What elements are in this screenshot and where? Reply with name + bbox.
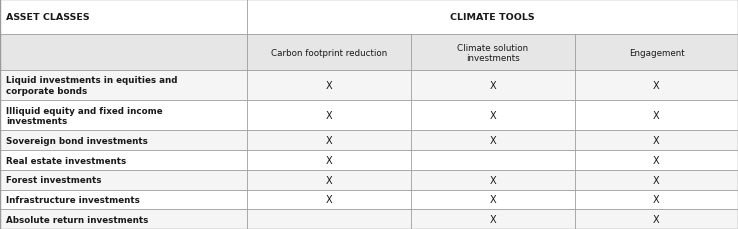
Text: X: X — [653, 111, 660, 121]
Text: Absolute return investments: Absolute return investments — [6, 215, 148, 224]
Bar — [411, 150, 575, 170]
Bar — [575, 209, 738, 229]
Bar — [575, 35, 738, 71]
Text: Illiquid equity and fixed income
investments: Illiquid equity and fixed income investm… — [6, 106, 162, 125]
Bar — [247, 209, 411, 229]
Bar — [411, 170, 575, 190]
Bar — [411, 71, 575, 101]
Bar — [0, 150, 247, 170]
Bar — [575, 190, 738, 209]
Bar — [411, 35, 575, 71]
Text: X: X — [490, 136, 496, 146]
Text: X: X — [326, 155, 332, 165]
Bar — [0, 131, 247, 150]
Bar — [247, 190, 411, 209]
Bar — [247, 0, 738, 35]
Bar — [247, 101, 411, 131]
Text: X: X — [490, 214, 496, 224]
Bar — [247, 150, 411, 170]
Bar — [575, 150, 738, 170]
Text: ASSET CLASSES: ASSET CLASSES — [6, 13, 89, 22]
Text: Liquid investments in equities and
corporate bonds: Liquid investments in equities and corpo… — [6, 76, 177, 95]
Text: X: X — [490, 195, 496, 204]
Text: X: X — [326, 136, 332, 146]
Text: Carbon footprint reduction: Carbon footprint reduction — [271, 49, 387, 57]
Text: X: X — [653, 195, 660, 204]
Text: X: X — [653, 155, 660, 165]
Bar — [247, 170, 411, 190]
Text: Climate solution
investments: Climate solution investments — [458, 43, 528, 63]
Bar — [0, 170, 247, 190]
Bar — [411, 101, 575, 131]
Text: X: X — [326, 175, 332, 185]
Text: X: X — [490, 81, 496, 91]
Bar — [411, 131, 575, 150]
Text: Sovereign bond investments: Sovereign bond investments — [6, 136, 148, 145]
Text: X: X — [490, 111, 496, 121]
Bar — [411, 209, 575, 229]
Bar — [0, 71, 247, 101]
Bar — [247, 131, 411, 150]
Text: X: X — [653, 214, 660, 224]
Bar — [0, 0, 247, 35]
Bar — [575, 71, 738, 101]
Text: Real estate investments: Real estate investments — [6, 156, 126, 165]
Bar — [0, 35, 247, 71]
Text: Infrastructure investments: Infrastructure investments — [6, 195, 139, 204]
Text: X: X — [653, 136, 660, 146]
Text: Forest investments: Forest investments — [6, 175, 101, 184]
Text: X: X — [490, 175, 496, 185]
Text: X: X — [653, 81, 660, 91]
Text: X: X — [326, 81, 332, 91]
Bar — [575, 170, 738, 190]
Text: X: X — [326, 195, 332, 204]
Text: Engagement: Engagement — [629, 49, 684, 57]
Bar — [0, 190, 247, 209]
Bar — [0, 101, 247, 131]
Bar — [575, 131, 738, 150]
Bar — [0, 209, 247, 229]
Text: CLIMATE TOOLS: CLIMATE TOOLS — [450, 13, 535, 22]
Text: X: X — [326, 111, 332, 121]
Bar — [411, 190, 575, 209]
Bar — [575, 101, 738, 131]
Bar — [247, 35, 411, 71]
Bar — [247, 71, 411, 101]
Text: X: X — [653, 175, 660, 185]
